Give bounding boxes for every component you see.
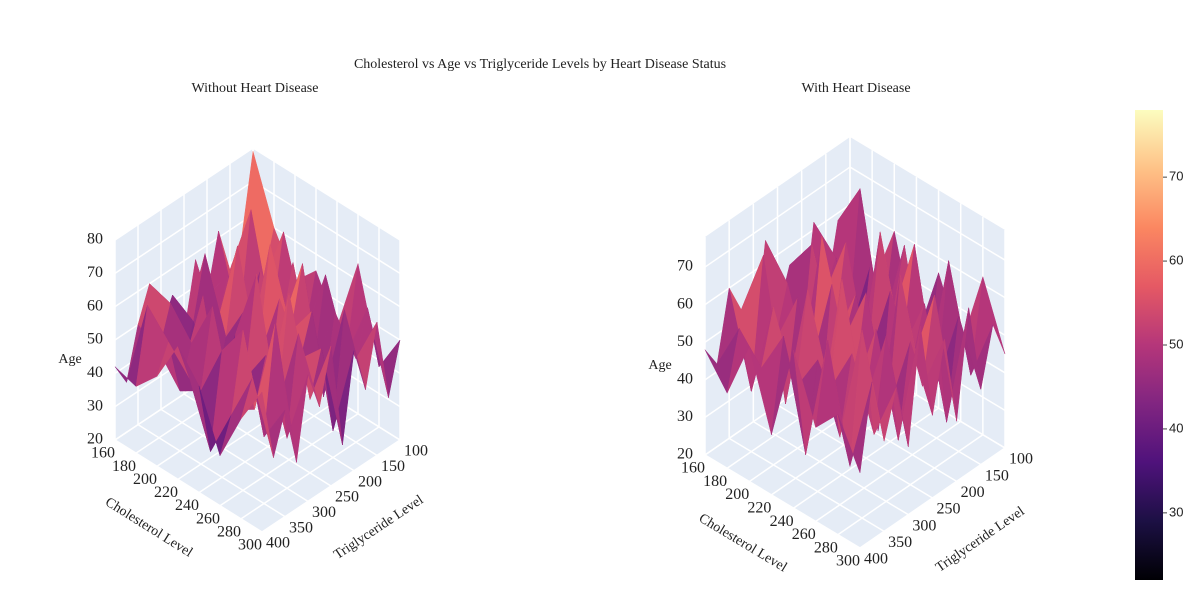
x-tick-label: 260 xyxy=(792,526,816,543)
chart-title: Cholesterol vs Age vs Triglyceride Level… xyxy=(354,57,726,72)
grid-line xyxy=(728,437,885,532)
z-tick-label: 50 xyxy=(677,333,693,350)
subplot-title: Without Heart Disease xyxy=(192,81,319,96)
colorbar-tick-label: 60 xyxy=(1169,253,1183,268)
grid-line xyxy=(704,454,861,549)
subplot-title: With Heart Disease xyxy=(801,81,910,96)
x-tick-label: 260 xyxy=(196,510,220,527)
grid-line xyxy=(114,214,254,308)
z-tick-label: 30 xyxy=(677,408,693,425)
colorbar-tick-label: 70 xyxy=(1169,169,1183,184)
grid-line xyxy=(160,408,309,502)
surface-cell xyxy=(240,376,274,458)
z-tick-label: 60 xyxy=(677,295,693,312)
y-tick-label: 100 xyxy=(404,443,428,460)
y-tick-label: 200 xyxy=(358,473,382,490)
grid-line xyxy=(849,204,1006,299)
z-tick-label: 80 xyxy=(87,231,103,248)
z-tick-label: 70 xyxy=(677,258,693,275)
y-tick-label: 300 xyxy=(912,517,936,534)
colorbar-tick-label: 30 xyxy=(1169,504,1183,519)
z-axis-title: Age xyxy=(648,358,671,373)
y-tick-label: 100 xyxy=(1009,451,1033,468)
grid-line xyxy=(114,439,263,533)
z-tick-label: 20 xyxy=(87,431,103,448)
y-tick-label: 250 xyxy=(937,501,961,518)
y-tick-label: 350 xyxy=(888,534,912,551)
y-tick-label: 350 xyxy=(289,519,313,536)
x-tick-label: 280 xyxy=(814,539,838,556)
grid-line xyxy=(252,147,401,241)
x-tick-label: 180 xyxy=(112,458,136,475)
z-tick-label: 70 xyxy=(87,264,103,281)
z-tick-label: 30 xyxy=(87,397,103,414)
y-tick-label: 250 xyxy=(335,489,359,506)
y-tick-label: 200 xyxy=(961,484,985,501)
grid-line xyxy=(137,424,286,518)
colorbar xyxy=(1135,110,1163,580)
grid-line xyxy=(704,166,851,268)
x-tick-label: 300 xyxy=(836,553,860,570)
colorbar-tick-label: 40 xyxy=(1169,420,1183,435)
y-tick-label: 150 xyxy=(381,458,405,475)
z-axis-title: Age xyxy=(58,352,81,367)
y-tick-label: 300 xyxy=(312,504,336,521)
x-tick-label: 180 xyxy=(703,473,727,490)
x-tick-label: 200 xyxy=(725,486,749,503)
x-tick-label: 240 xyxy=(175,497,199,514)
grid-line xyxy=(114,180,254,274)
z-tick-label: 20 xyxy=(677,446,693,463)
x-tick-label: 300 xyxy=(238,537,262,554)
z-tick-label: 60 xyxy=(87,297,103,314)
x-tick-label: 240 xyxy=(770,513,794,530)
x-tick-label: 220 xyxy=(747,500,771,517)
x-tick-label: 160 xyxy=(91,445,115,462)
grid-line xyxy=(252,214,401,308)
x-tick-label: 200 xyxy=(133,471,157,488)
grid-line xyxy=(114,147,254,241)
z-tick-label: 50 xyxy=(87,331,103,348)
x-tick-label: 220 xyxy=(154,484,178,501)
surface-cell xyxy=(837,381,873,473)
grid-line xyxy=(849,166,1006,261)
z-tick-label: 40 xyxy=(87,364,103,381)
grid-line xyxy=(752,421,909,516)
y-tick-label: 400 xyxy=(266,535,290,552)
y-tick-label: 400 xyxy=(864,551,888,568)
x-tick-label: 280 xyxy=(217,524,241,541)
y-tick-label: 150 xyxy=(985,467,1009,484)
z-tick-label: 40 xyxy=(677,370,693,387)
x-tick-label: 160 xyxy=(681,460,705,477)
grid-line xyxy=(252,180,401,274)
colorbar-tick-label: 50 xyxy=(1169,336,1183,351)
